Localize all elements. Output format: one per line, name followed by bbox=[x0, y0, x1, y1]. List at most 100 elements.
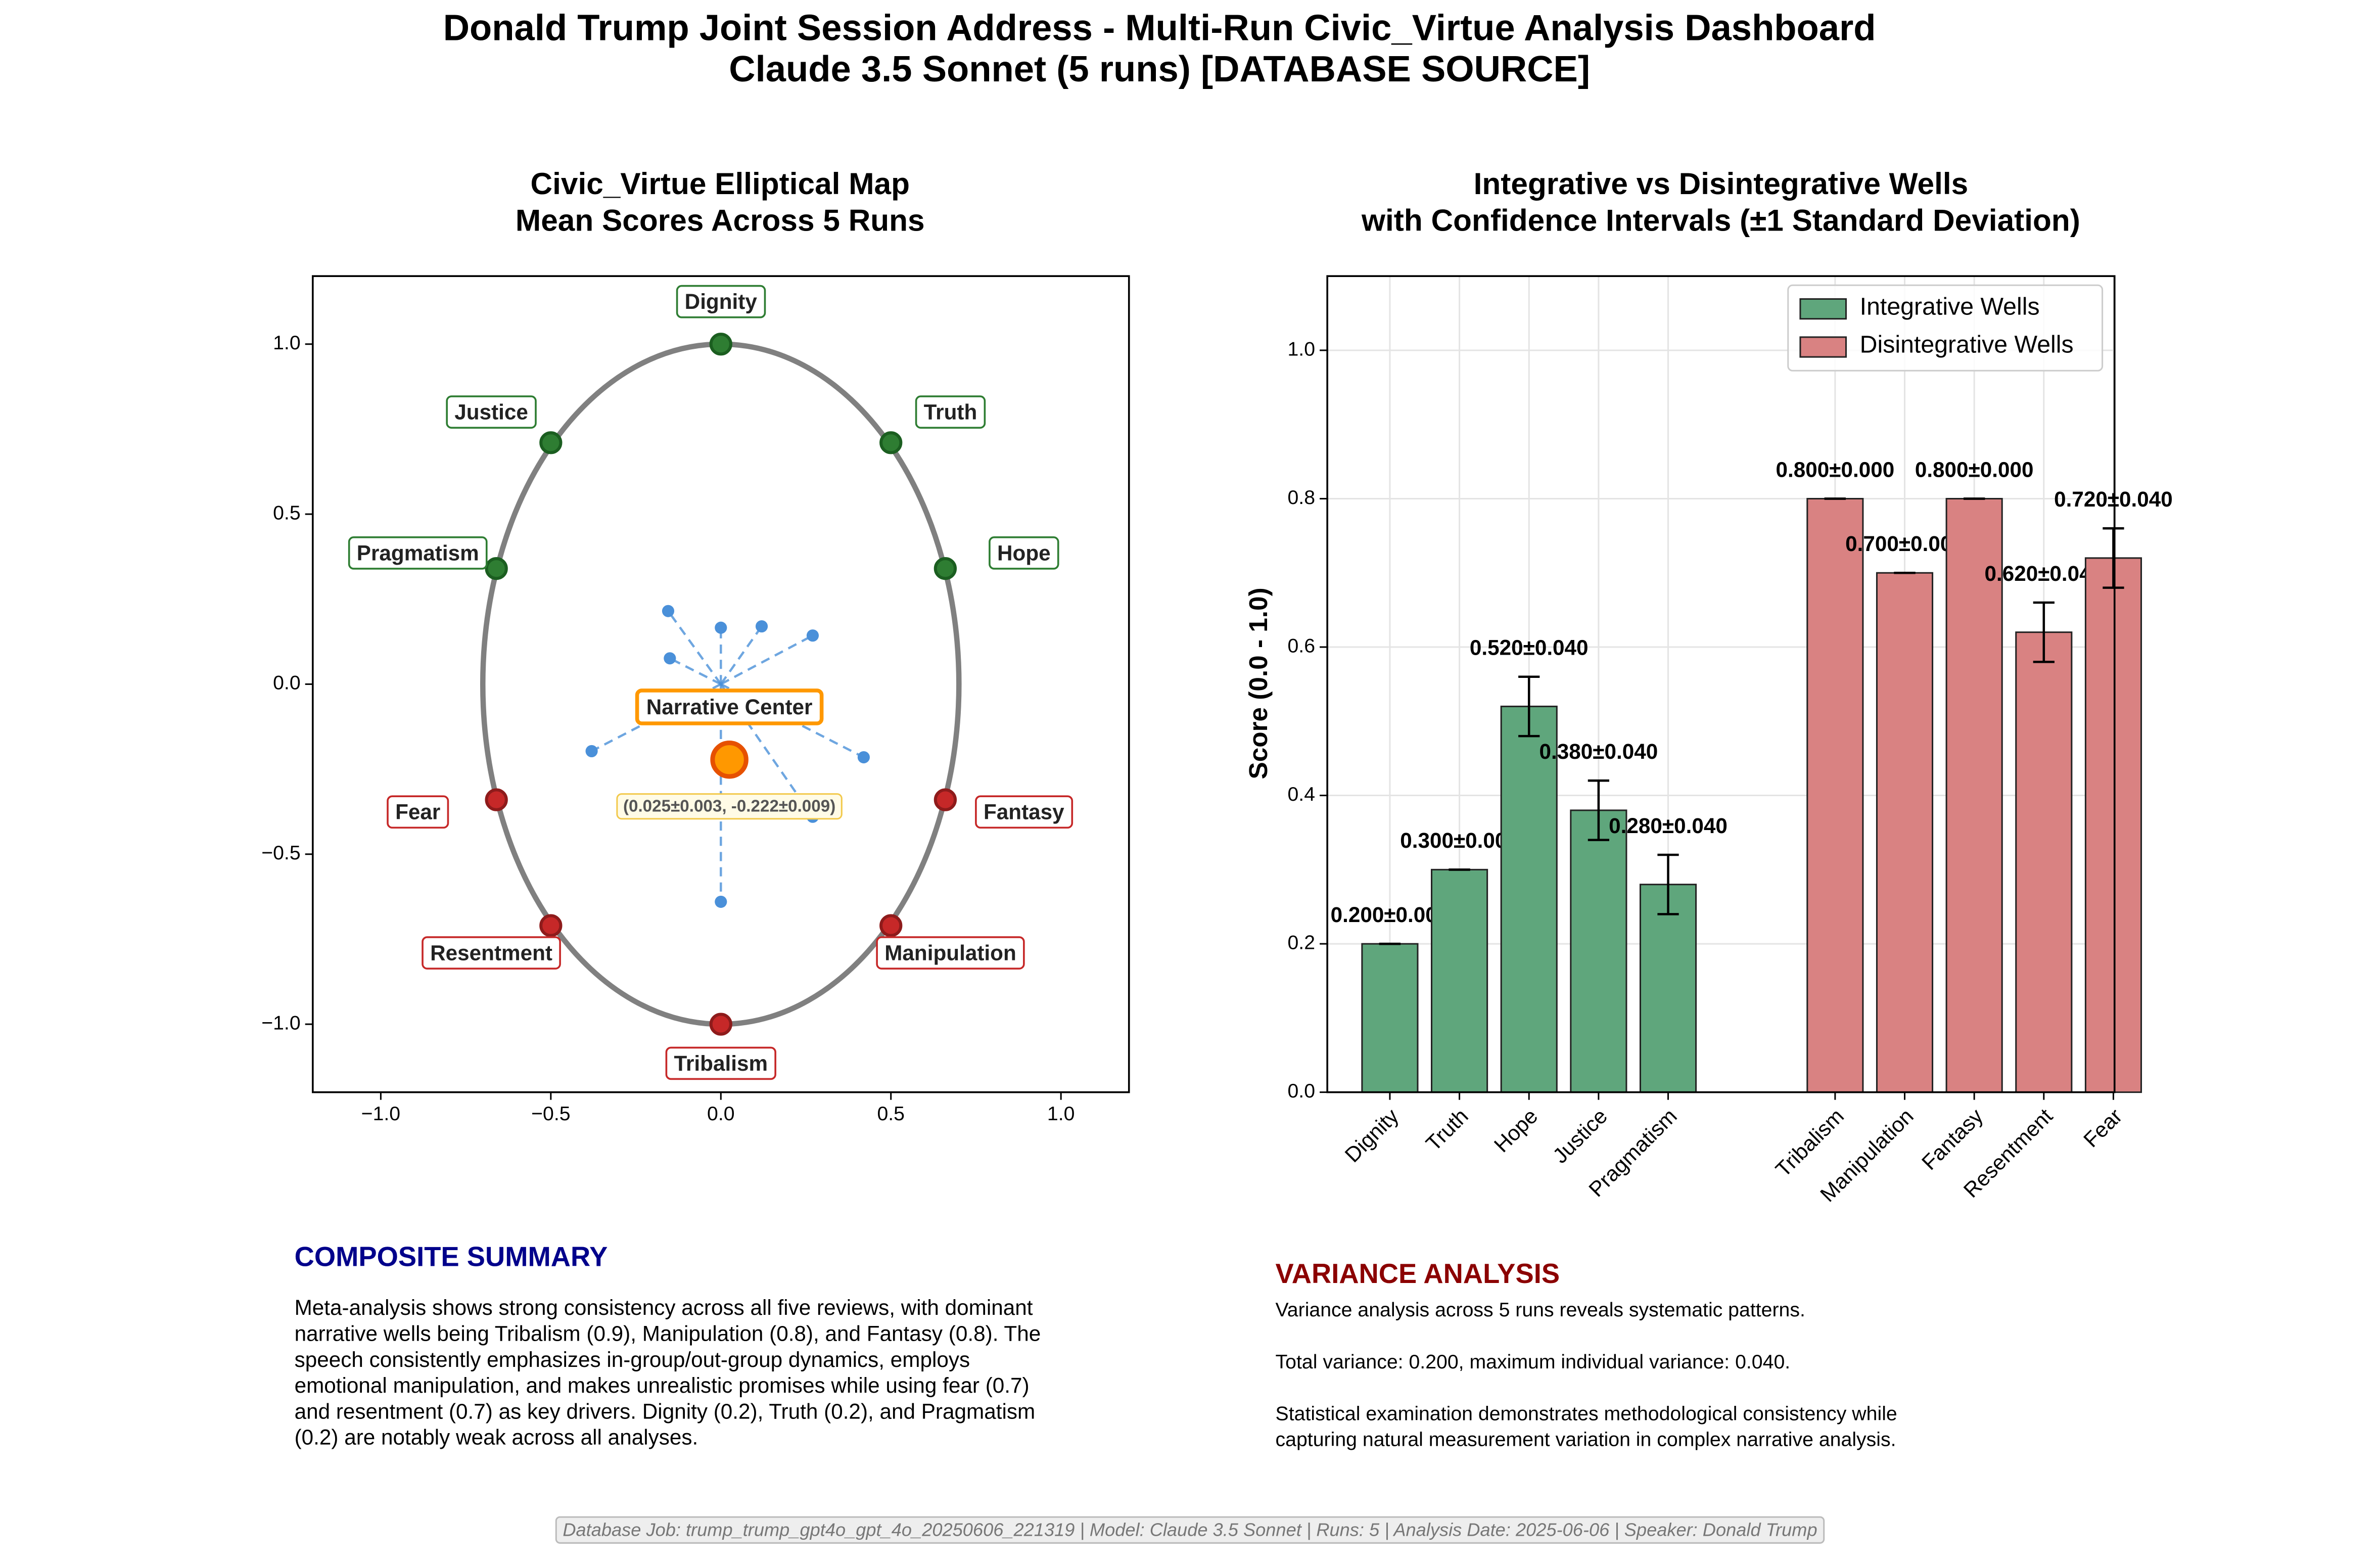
y-tick-label: −0.5 bbox=[261, 842, 300, 864]
chart-subtitle: with Confidence Intervals (±1 Standard D… bbox=[1361, 203, 2080, 238]
value-label: 0.380±0.040 bbox=[1539, 740, 1658, 763]
well-label: Fantasy bbox=[984, 800, 1064, 824]
label-box bbox=[387, 795, 449, 829]
x-tick-label: −1.0 bbox=[361, 1103, 400, 1125]
label-box bbox=[616, 793, 843, 820]
summary-text: Meta-analysis shows strong consistency a… bbox=[294, 1295, 1041, 1449]
x-tick-label: 1.0 bbox=[1047, 1103, 1075, 1125]
bar bbox=[2015, 631, 2073, 1093]
bar bbox=[1570, 809, 1627, 1093]
bar bbox=[1361, 943, 1419, 1093]
well-label: Hope bbox=[997, 541, 1051, 565]
well-point bbox=[934, 788, 957, 811]
legend-swatch bbox=[1799, 298, 1847, 320]
run-point bbox=[715, 621, 727, 634]
run-link bbox=[720, 625, 763, 685]
error-bar bbox=[1657, 853, 1679, 915]
narrative-center bbox=[710, 741, 749, 779]
value-label: 0.700±0.000 bbox=[1845, 532, 1964, 556]
bar bbox=[1431, 868, 1488, 1093]
x-tick-label: Dignity bbox=[1340, 1104, 1404, 1167]
error-bar bbox=[1588, 779, 1610, 841]
label-box bbox=[446, 395, 537, 429]
x-tick-label: 0.5 bbox=[877, 1103, 905, 1125]
y-tick-label: −1.0 bbox=[261, 1012, 300, 1034]
label-box bbox=[876, 936, 1025, 970]
label-box bbox=[676, 285, 766, 318]
value-label: 0.800±0.000 bbox=[1915, 457, 2034, 481]
chart-title: Civic_Virtue Elliptical Map bbox=[531, 166, 910, 201]
run-link bbox=[667, 610, 722, 685]
x-tick-label: Truth bbox=[1421, 1104, 1473, 1156]
main-title: Donald Trump Joint Session Address - Mul… bbox=[443, 8, 1876, 49]
well-point bbox=[879, 431, 903, 454]
label-box bbox=[989, 536, 1059, 570]
variance-paragraph: Statistical examination demonstrates met… bbox=[1275, 1402, 1897, 1451]
value-label: 0.280±0.040 bbox=[1609, 814, 1728, 838]
error-bar bbox=[1518, 675, 1540, 738]
run-point bbox=[715, 895, 727, 908]
footer-text: Database Job: trump_trump_gpt4o_gpt_4o_2… bbox=[555, 1516, 1825, 1544]
y-tick-label: 0.0 bbox=[1287, 1080, 1315, 1102]
error-bar bbox=[2033, 601, 2055, 663]
well-point bbox=[709, 1013, 732, 1036]
run-link bbox=[669, 657, 722, 685]
narrative-center-coords: (0.025±0.003, -0.222±0.009) bbox=[623, 797, 835, 816]
y-tick-label: 0.0 bbox=[273, 672, 301, 694]
variance-heading: VARIANCE ANALYSIS bbox=[1275, 1258, 1560, 1289]
value-label: 0.720±0.040 bbox=[2054, 487, 2173, 511]
well-point bbox=[879, 914, 903, 937]
main-subtitle: Claude 3.5 Sonnet (5 runs) [DATABASE SOU… bbox=[729, 49, 1590, 89]
run-link bbox=[720, 634, 814, 685]
value-label: 0.300±0.000 bbox=[1400, 829, 1519, 852]
run-point bbox=[585, 745, 598, 757]
summary-heading: COMPOSITE SUMMARY bbox=[294, 1242, 608, 1272]
footer: Database Job: trump_trump_gpt4o_gpt_4o_2… bbox=[0, 1516, 2380, 1544]
well-point bbox=[934, 557, 957, 580]
well-label: Pragmatism bbox=[357, 541, 479, 565]
well-point bbox=[539, 431, 563, 454]
well-label: Tribalism bbox=[674, 1051, 768, 1075]
y-tick-label: 0.8 bbox=[1287, 486, 1315, 509]
variance-paragraph: Variance analysis across 5 runs reveals … bbox=[1275, 1298, 1805, 1321]
y-axis-label: Score (0.0 - 1.0) bbox=[1244, 587, 1273, 779]
well-point bbox=[709, 333, 732, 356]
label-box bbox=[635, 689, 824, 725]
x-tick-label: Hope bbox=[1489, 1104, 1543, 1157]
y-tick-label: 0.6 bbox=[1287, 634, 1315, 657]
well-label: Truth bbox=[924, 400, 977, 424]
y-tick-label: 1.0 bbox=[273, 332, 301, 354]
variance-paragraph: Total variance: 0.200, maximum individua… bbox=[1275, 1350, 1791, 1373]
y-tick-label: 0.5 bbox=[273, 501, 301, 524]
bar bbox=[1500, 705, 1558, 1093]
legend-label: Disintegrative Wells bbox=[1860, 331, 2074, 358]
well-point bbox=[539, 914, 563, 937]
label-box bbox=[915, 395, 986, 429]
legend-box bbox=[1787, 284, 2104, 372]
run-point bbox=[806, 629, 819, 642]
well-label: Resentment bbox=[430, 941, 552, 965]
well-point bbox=[485, 557, 508, 580]
y-tick-label: 1.0 bbox=[1287, 338, 1315, 360]
label-box bbox=[348, 536, 488, 570]
well-label: Dignity bbox=[685, 290, 758, 313]
bar bbox=[2084, 557, 2142, 1093]
composite-summary: COMPOSITE SUMMARY Meta-analysis shows st… bbox=[295, 1242, 1057, 1450]
x-tick-label: 0.0 bbox=[707, 1103, 735, 1125]
run-point bbox=[664, 652, 676, 665]
label-box bbox=[665, 1046, 776, 1080]
run-point bbox=[857, 751, 870, 764]
narrative-center-label: Narrative Center bbox=[646, 695, 813, 719]
x-tick-label: −0.5 bbox=[531, 1103, 570, 1125]
run-point bbox=[755, 620, 768, 633]
label-box bbox=[975, 795, 1074, 829]
bar bbox=[1945, 497, 2003, 1093]
value-label: 0.200±0.000 bbox=[1331, 903, 1450, 927]
well-label: Manipulation bbox=[884, 941, 1016, 965]
bar bbox=[1876, 572, 1934, 1093]
plot-area bbox=[1326, 275, 2116, 1093]
run-point bbox=[662, 605, 675, 617]
run-link bbox=[720, 683, 814, 818]
